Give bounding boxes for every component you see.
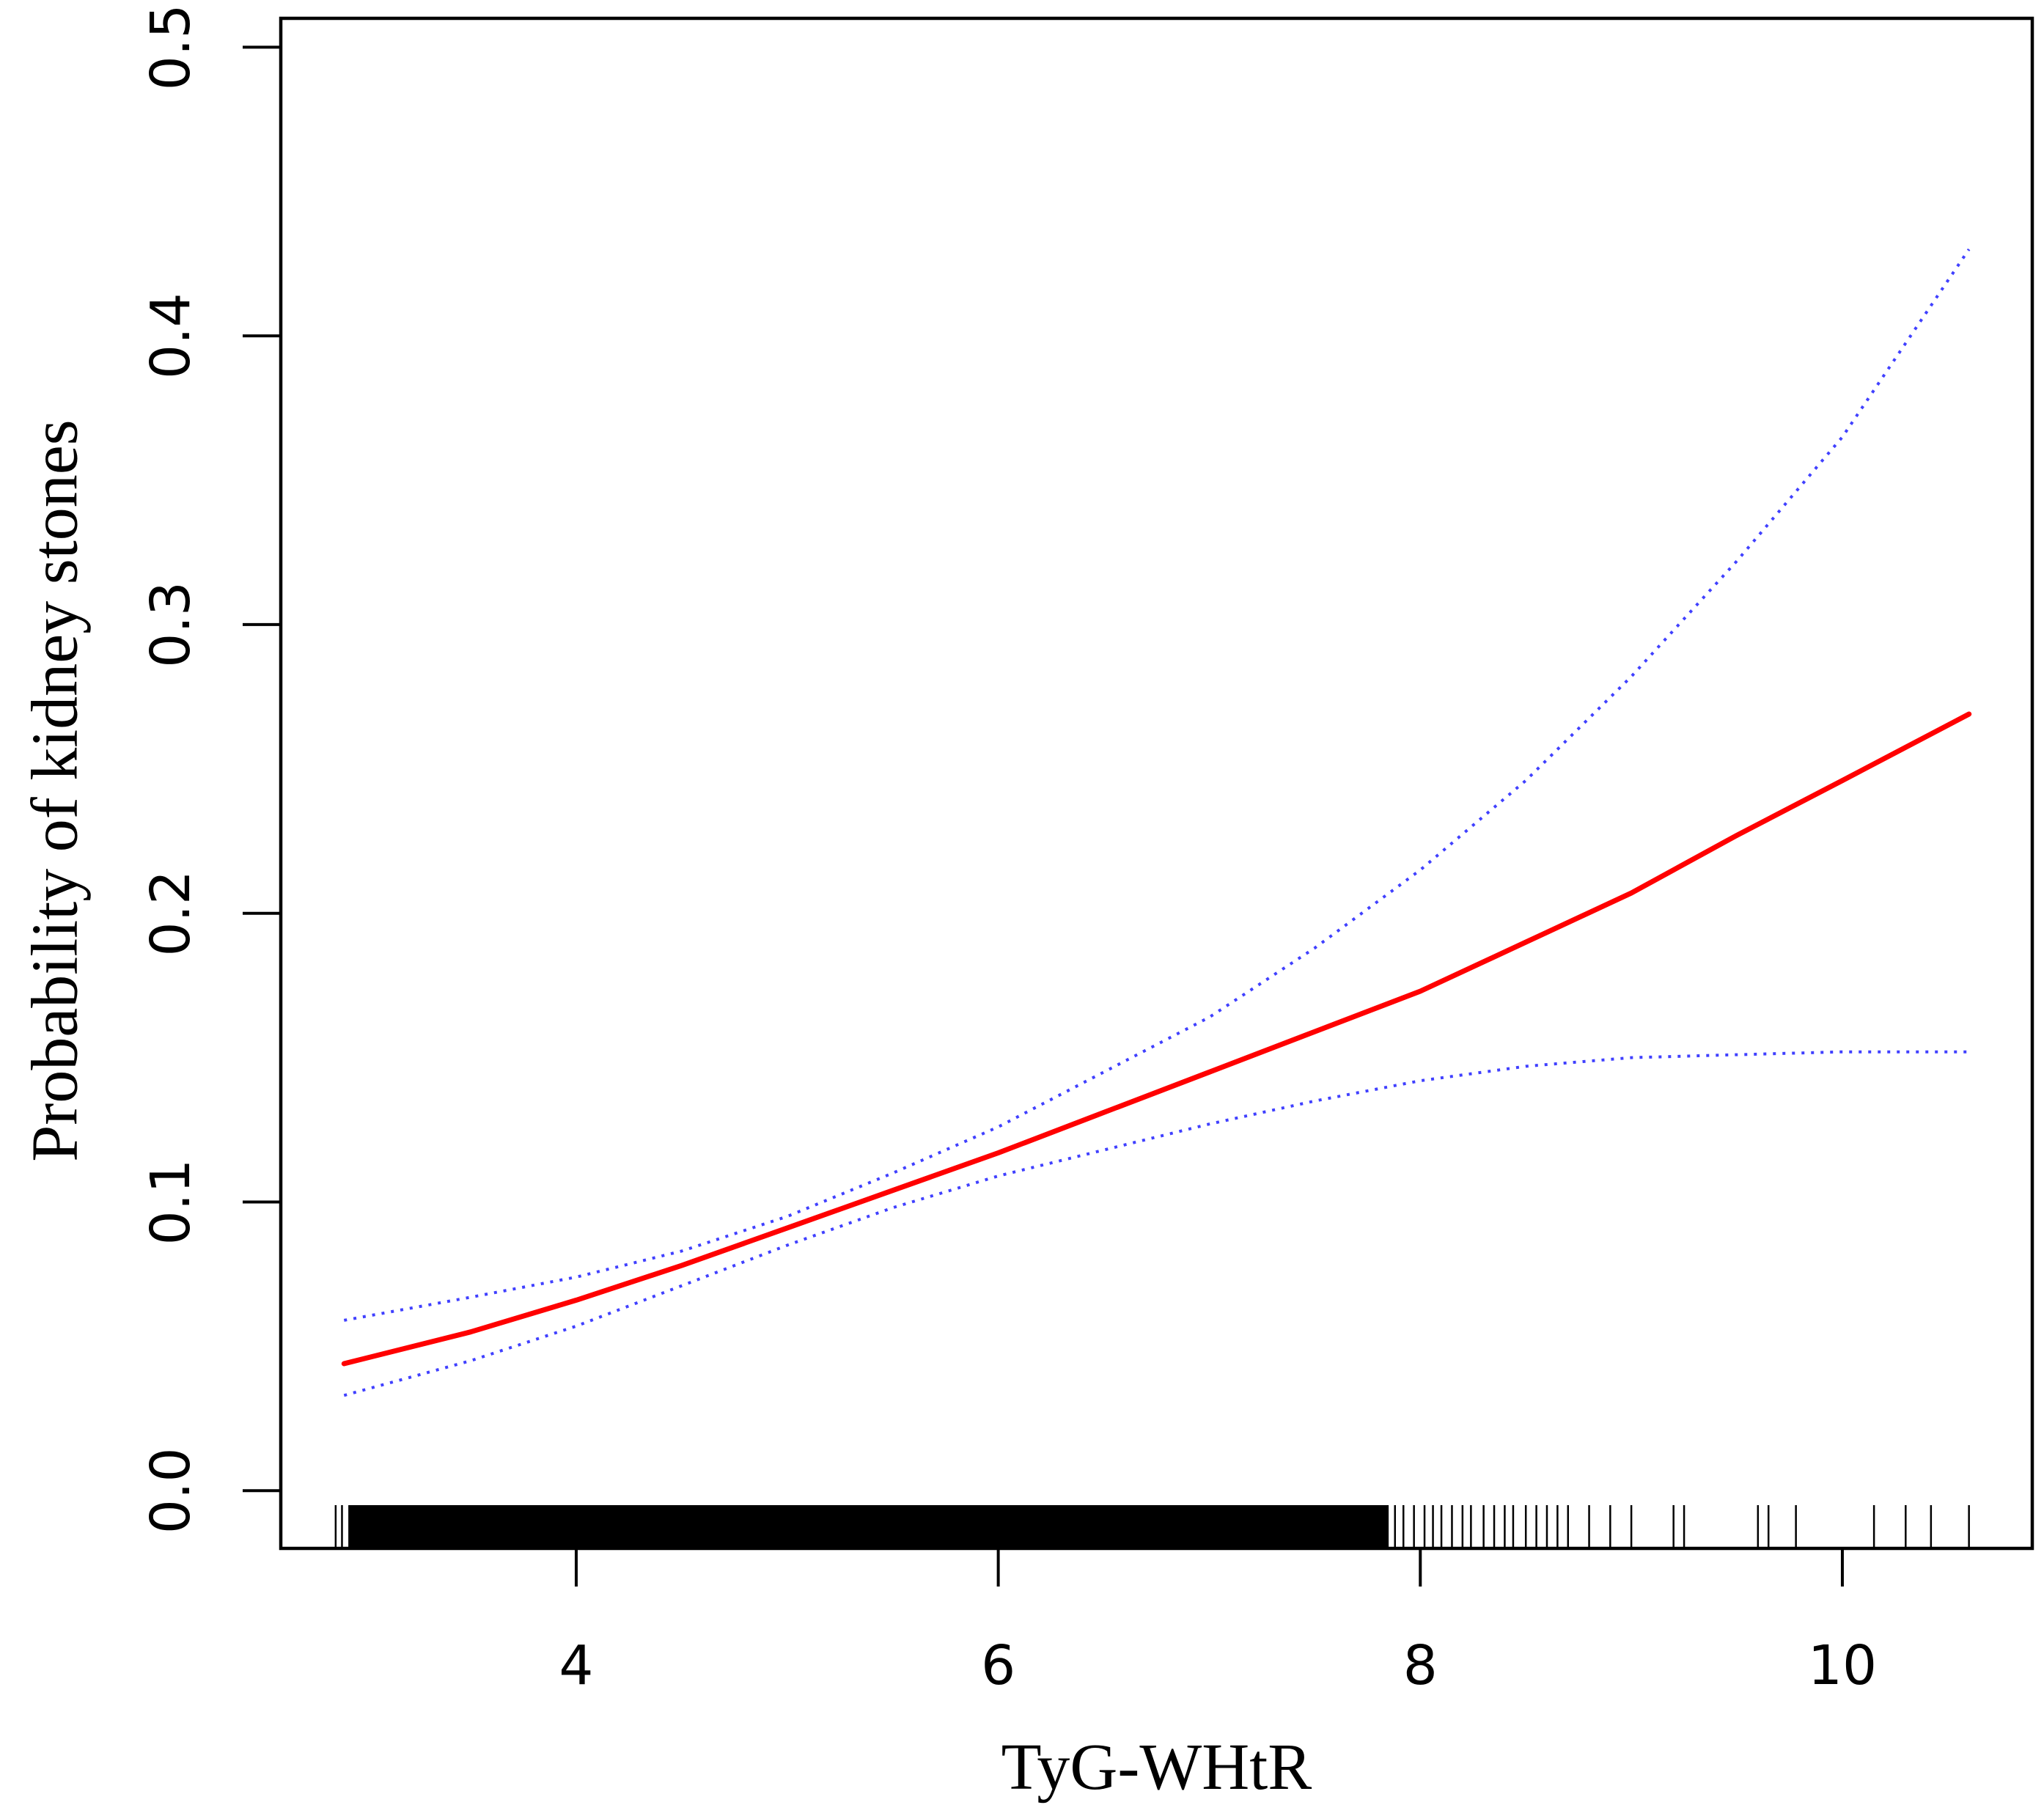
y-tick-label-5: 0.5 (139, 4, 202, 91)
series-estimate (341, 711, 1972, 1367)
y-tick-label-2: 0.2 (139, 870, 202, 957)
y-tick-label-4: 0.4 (139, 293, 202, 379)
y-tick-label-1: 0.1 (139, 1159, 202, 1246)
rug-dense-block-0 (348, 1505, 1389, 1548)
series-lines (341, 248, 1972, 1397)
plot-frame (279, 16, 2034, 1551)
y-axis-title: Probability of kidney stones (19, 419, 92, 1161)
y-tick-label-0: 0.0 (139, 1447, 202, 1534)
x-tick-label-3: 10 (1808, 1634, 1877, 1697)
x-axis-title: TyG-WHtR (1001, 1731, 1312, 1804)
x-tick-label-1: 6 (981, 1634, 1015, 1697)
x-tick-label-0: 4 (559, 1634, 593, 1697)
y-tick-label-3: 0.3 (139, 581, 202, 668)
x-tick-label-2: 8 (1403, 1634, 1438, 1697)
series-upper-ci (343, 248, 1971, 1322)
rug-marks (334, 1505, 1970, 1548)
axes: 4 6 8 10 0.0 0.1 0.2 0.3 0.4 0.5 (139, 4, 1877, 1697)
